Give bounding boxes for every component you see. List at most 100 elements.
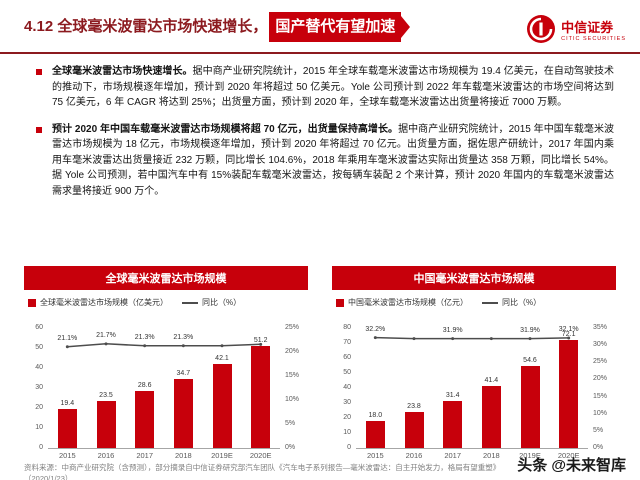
bar-value-label: 23.8	[407, 403, 421, 411]
bar-value-label: 72.1	[561, 330, 576, 338]
bullet-global-market: 全球毫米波雷达市场快速增长。据中商产业研究院统计，2015 年全球车载毫米波雷达…	[36, 64, 614, 111]
bar	[520, 366, 540, 448]
legend-item-line: 同比（%）	[182, 297, 241, 308]
page-title-plain: 4.12 全球毫米波雷达市场快速增长，	[24, 18, 268, 35]
bullet-text: 预计 2020 年中国车载毫米波雷达市场规模将超 70 亿元，出货量保持高增长。…	[52, 122, 614, 200]
secondary-axis-tick-label: 25%	[593, 358, 608, 366]
bar-value-label: 51.2	[253, 336, 268, 344]
page-title-highlight: 国产替代有望加速	[269, 12, 402, 42]
bar	[212, 363, 232, 448]
legend-item-line: 同比（%）	[482, 297, 541, 308]
bar	[365, 421, 385, 448]
y-axis-tick-label: 50	[343, 369, 351, 376]
logo-name-cn: 中信证券	[561, 20, 614, 36]
bullet-lead: 全球毫米波雷达市场快速增长。	[52, 66, 193, 77]
bar	[404, 412, 424, 448]
y-axis-tick-label: 80	[343, 324, 351, 331]
bullet-list: 全球毫米波雷达市场快速增长。据中商产业研究院统计，2015 年全球车载毫米波雷达…	[36, 64, 614, 210]
y-axis-tick-label: 30	[343, 399, 351, 406]
y-axis-tick-label: 60	[343, 354, 351, 361]
line-swatch-icon	[182, 301, 198, 304]
secondary-axis-tick-label: 10%	[593, 409, 608, 417]
y-axis-tick-label: 0	[39, 444, 43, 451]
secondary-axis-tick-label: 30%	[593, 341, 608, 349]
category-label: 2017	[444, 451, 461, 460]
secondary-axis-tick-label: 25%	[285, 324, 300, 331]
y-axis-tick-label: 50	[35, 344, 43, 351]
bullet-body: 据中商产业研究院统计，2015 年中国车载毫米波雷达市场规模为 18 亿元，市场…	[52, 123, 614, 197]
bar-value-label: 54.6	[523, 357, 537, 365]
bar	[481, 385, 501, 448]
growth-point-label: 32.2%	[365, 325, 386, 333]
secondary-axis-tick-label: 20%	[593, 375, 608, 383]
bar-swatch-icon	[28, 298, 36, 307]
logo-name-en: CITIC SECURITIES	[561, 35, 626, 42]
legend-label: 中国毫米波雷达市场规模（亿元）	[348, 298, 468, 307]
bar	[135, 390, 155, 448]
bar-value-label: 18.0	[368, 412, 383, 419]
bullet-china-market: 预计 2020 年中国车载毫米波雷达市场规模将超 70 亿元，出货量保持高增长。…	[36, 122, 614, 200]
header: 4.12 全球毫米波雷达市场快速增长， 国产替代有望加速 中信证券 CITIC S…	[24, 12, 626, 49]
legend-label: 全球毫米波雷达市场规模（亿美元）	[40, 298, 168, 307]
bar-value-label: 19.4	[60, 400, 75, 408]
y-axis-tick-label: 40	[35, 364, 43, 371]
secondary-axis-tick-label: 10%	[285, 396, 300, 403]
category-label: 2018	[174, 451, 192, 460]
citic-logo: 中信证券 CITIC SECURITIES	[526, 14, 626, 49]
category-label: 2016	[405, 451, 423, 460]
legend-label: 同比（%）	[202, 298, 242, 307]
secondary-axis-tick-label: 35%	[593, 324, 608, 331]
chart-title-global: 全球毫米波雷达市场规模	[24, 266, 308, 290]
chart-title-china: 中国毫米波雷达市场规模	[332, 266, 616, 290]
bar	[173, 378, 193, 448]
y-axis-tick-label: 20	[343, 414, 351, 421]
y-axis-tick-label: 10	[343, 429, 351, 436]
category-label: 2020E	[249, 451, 272, 460]
charts-row: 全球毫米波雷达市场规模 全球毫米波雷达市场规模（亿美元） 同比（%） 0 10 20…	[24, 266, 616, 462]
y-axis-tick-label: 20	[35, 404, 43, 411]
chart-plot-china: 0 10 20 30 40 50 60 70 80 0% 5% 10% 15% 20% 25% 30% 35% 1…	[332, 310, 616, 462]
secondary-axis-tick-label: 5%	[285, 420, 296, 427]
category-label: 2018	[482, 451, 500, 460]
growth-point-label: 21.3%	[134, 333, 155, 341]
legend-item-bar: 全球毫米波雷达市场规模（亿美元）	[28, 297, 168, 308]
category-label: 2015	[58, 451, 76, 460]
bar-value-label: 28.6	[137, 381, 152, 389]
category-label: 2015	[366, 451, 384, 460]
y-axis-tick-label: 30	[35, 384, 43, 391]
bullet-marker-icon	[36, 69, 42, 75]
legend-item-bar: 中国毫米波雷达市场规模（亿元）	[336, 297, 468, 308]
page-title: 4.12 全球毫米波雷达市场快速增长， 国产替代有望加速	[24, 12, 402, 42]
bar	[96, 401, 116, 448]
citic-logo-text: 中信证券 CITIC SECURITIES	[561, 20, 626, 42]
category-label: 2016	[97, 451, 115, 460]
category-label: 2019E	[211, 451, 233, 460]
growth-point-label: 31.9%	[520, 326, 540, 334]
x-axis-line	[48, 448, 280, 449]
bar-value-label: 34.7	[176, 369, 191, 377]
bar	[251, 345, 271, 448]
secondary-axis-tick-label: 15%	[285, 372, 300, 379]
secondary-axis-tick-label: 0%	[593, 444, 604, 451]
x-axis-line	[356, 448, 588, 449]
category-label: 2017	[136, 451, 153, 460]
chart-panel-global: 全球毫米波雷达市场规模 全球毫米波雷达市场规模（亿美元） 同比（%） 0 10 20…	[24, 266, 308, 462]
citic-logo-icon	[526, 14, 556, 49]
watermark: 头条 @未来智库	[517, 457, 626, 474]
growth-point-label: 32.1%	[558, 325, 579, 333]
secondary-axis-tick-label: 0%	[285, 444, 296, 451]
y-axis-tick-label: 60	[35, 324, 43, 331]
chart-legend-global: 全球毫米波雷达市场规模（亿美元） 同比（%）	[28, 297, 308, 308]
y-axis-tick-label: 40	[343, 384, 351, 391]
category-label: 2020E	[557, 451, 580, 460]
header-divider	[0, 52, 640, 54]
secondary-axis-tick-label: 20%	[285, 348, 300, 355]
bar-value-label: 23.5	[99, 392, 113, 399]
bar	[57, 409, 77, 448]
bar-swatch-icon	[336, 298, 344, 307]
bullet-lead: 预计 2020 年中国车载毫米波雷达市场规模将超 70 亿元，出货量保持高增长。	[52, 123, 399, 135]
line-swatch-icon	[482, 301, 498, 304]
chart-plot-global: 0 10 20 30 40 50 60 0% 5% 10% 15% 20% 25% 19.4 2015 23.…	[24, 310, 308, 462]
bar-value-label: 31.4	[445, 391, 460, 399]
